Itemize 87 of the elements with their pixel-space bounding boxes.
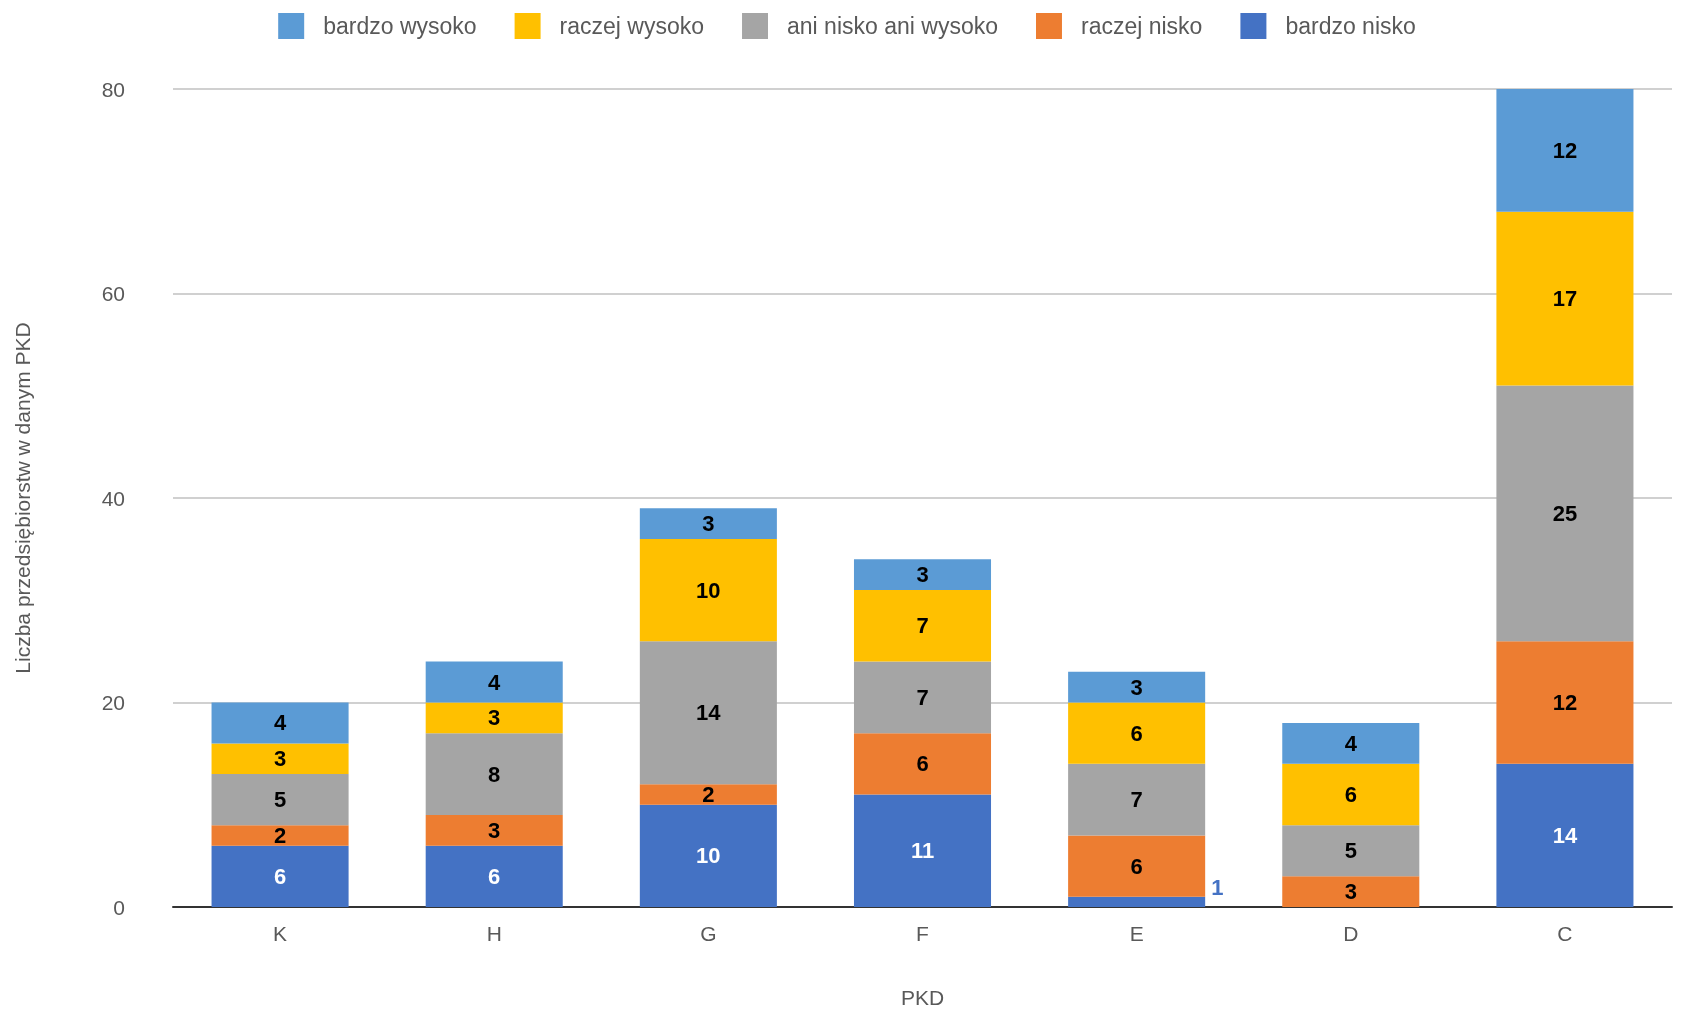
bar bbox=[425, 702, 563, 734]
data-label: 25 bbox=[1552, 500, 1578, 526]
data-label: 3 bbox=[488, 705, 501, 731]
bar bbox=[853, 661, 992, 734]
legend-label: raczej wysoko bbox=[559, 13, 705, 39]
bar bbox=[211, 702, 349, 744]
y-tick-label: 0 bbox=[113, 895, 125, 919]
x-tick-label: E bbox=[1129, 922, 1144, 945]
data-label: 3 bbox=[488, 817, 501, 843]
bar bbox=[425, 733, 563, 815]
data-label: 3 bbox=[273, 746, 287, 772]
legend-label: bardzo wysoko bbox=[323, 13, 477, 39]
bar bbox=[211, 825, 349, 846]
data-label: 11 bbox=[910, 838, 935, 864]
data-label: 5 bbox=[1344, 838, 1357, 864]
bar bbox=[425, 845, 563, 907]
data-label: 3 bbox=[1344, 879, 1357, 905]
x-tick-label: C bbox=[1557, 922, 1573, 945]
data-label: 2 bbox=[273, 822, 287, 848]
bar bbox=[1282, 763, 1420, 826]
x-tick-label: D bbox=[1343, 922, 1359, 945]
bar bbox=[1068, 671, 1206, 703]
data-label: 12 bbox=[1552, 690, 1578, 715]
x-tick-label: H bbox=[486, 922, 502, 945]
data-label: 7 bbox=[1130, 787, 1143, 813]
data-label: 10 bbox=[696, 843, 721, 869]
bar bbox=[1068, 702, 1206, 764]
data-label: 3 bbox=[702, 511, 715, 537]
bar bbox=[1496, 641, 1634, 764]
data-label: 14 bbox=[696, 700, 722, 726]
bar bbox=[639, 804, 777, 907]
data-label: 6 bbox=[273, 863, 287, 889]
data-label: 5 bbox=[273, 787, 287, 813]
data-label: 6 bbox=[1344, 782, 1357, 808]
x-tick-label: G bbox=[700, 922, 717, 945]
data-label: 6 bbox=[916, 751, 929, 777]
data-label: 4 bbox=[273, 710, 287, 736]
data-label: 6 bbox=[488, 863, 501, 889]
bar bbox=[211, 743, 349, 775]
y-tick-label: 60 bbox=[101, 282, 125, 305]
data-label: 17 bbox=[1552, 286, 1578, 312]
bar bbox=[853, 794, 992, 907]
bar bbox=[1496, 385, 1634, 642]
data-label: 14 bbox=[1552, 822, 1578, 848]
bar bbox=[1068, 763, 1206, 836]
legend-label: raczej nisko bbox=[1080, 13, 1203, 39]
data-label: 3 bbox=[916, 562, 929, 588]
data-label: 6 bbox=[1130, 720, 1143, 746]
data-label: 6 bbox=[1130, 853, 1143, 879]
bar bbox=[211, 774, 349, 826]
bar bbox=[1068, 835, 1206, 897]
bar bbox=[639, 784, 777, 805]
bar bbox=[1068, 896, 1206, 907]
bar bbox=[1282, 876, 1420, 907]
data-label: 7 bbox=[916, 613, 929, 639]
bar bbox=[639, 508, 777, 539]
bar bbox=[1496, 763, 1634, 907]
x-tick-label: F bbox=[916, 922, 929, 945]
data-label: 3 bbox=[1130, 674, 1143, 700]
data-label: 4 bbox=[488, 669, 502, 695]
y-tick-label: 40 bbox=[101, 486, 125, 510]
data-label: 12 bbox=[1552, 137, 1578, 163]
data-label: 7 bbox=[916, 684, 929, 710]
y-tick-label: 20 bbox=[101, 691, 125, 714]
legend-label: ani nisko ani wysoko bbox=[787, 13, 998, 39]
data-label: 2 bbox=[702, 782, 715, 808]
legend-label: bardzo nisko bbox=[1285, 13, 1416, 39]
bar bbox=[853, 733, 992, 795]
bar bbox=[1496, 211, 1634, 386]
bar bbox=[853, 590, 992, 662]
data-label: 1 bbox=[1211, 875, 1224, 901]
bar bbox=[639, 538, 777, 642]
bar bbox=[853, 559, 992, 591]
bar bbox=[425, 661, 563, 703]
data-label: 4 bbox=[1344, 730, 1358, 756]
data-label: 10 bbox=[696, 577, 721, 603]
bar bbox=[1496, 89, 1634, 212]
bar bbox=[211, 845, 349, 907]
y-axis-title: Liczba przedsiębiorstw w danym PKD bbox=[11, 322, 34, 674]
bar bbox=[1282, 825, 1420, 877]
x-axis-title: PKD bbox=[900, 986, 945, 1009]
bar bbox=[1282, 722, 1420, 764]
bar bbox=[639, 641, 777, 785]
y-tick-label: 80 bbox=[101, 77, 125, 101]
x-tick-label: K bbox=[273, 922, 288, 945]
bar bbox=[425, 814, 563, 846]
data-label: 8 bbox=[488, 761, 501, 787]
